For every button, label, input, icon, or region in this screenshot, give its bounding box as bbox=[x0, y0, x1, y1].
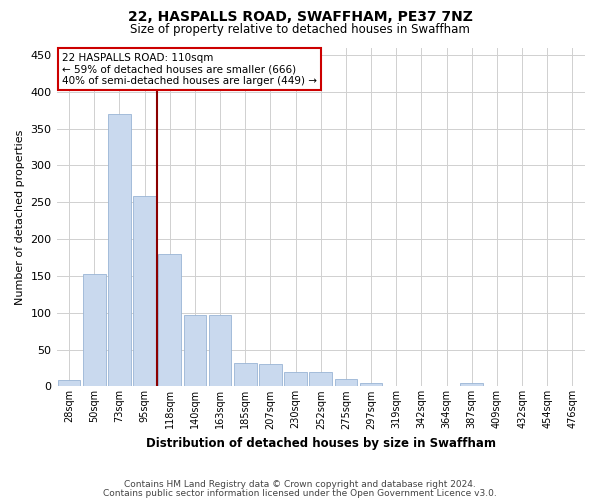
Bar bbox=[360, 382, 382, 386]
Bar bbox=[234, 363, 257, 386]
Bar bbox=[108, 114, 131, 386]
Bar bbox=[184, 315, 206, 386]
Y-axis label: Number of detached properties: Number of detached properties bbox=[15, 130, 25, 304]
Text: Size of property relative to detached houses in Swaffham: Size of property relative to detached ho… bbox=[130, 22, 470, 36]
Bar bbox=[133, 196, 156, 386]
Text: 22 HASPALLS ROAD: 110sqm
← 59% of detached houses are smaller (666)
40% of semi-: 22 HASPALLS ROAD: 110sqm ← 59% of detach… bbox=[62, 52, 317, 86]
Bar bbox=[158, 254, 181, 386]
Bar bbox=[83, 274, 106, 386]
Bar bbox=[335, 379, 357, 386]
Text: Contains HM Land Registry data © Crown copyright and database right 2024.: Contains HM Land Registry data © Crown c… bbox=[124, 480, 476, 489]
Bar bbox=[310, 372, 332, 386]
Bar bbox=[209, 315, 232, 386]
Bar bbox=[284, 372, 307, 386]
Text: Contains public sector information licensed under the Open Government Licence v3: Contains public sector information licen… bbox=[103, 488, 497, 498]
Bar bbox=[460, 382, 483, 386]
Bar bbox=[58, 380, 80, 386]
Bar bbox=[259, 364, 282, 386]
X-axis label: Distribution of detached houses by size in Swaffham: Distribution of detached houses by size … bbox=[146, 437, 496, 450]
Text: 22, HASPALLS ROAD, SWAFFHAM, PE37 7NZ: 22, HASPALLS ROAD, SWAFFHAM, PE37 7NZ bbox=[128, 10, 472, 24]
